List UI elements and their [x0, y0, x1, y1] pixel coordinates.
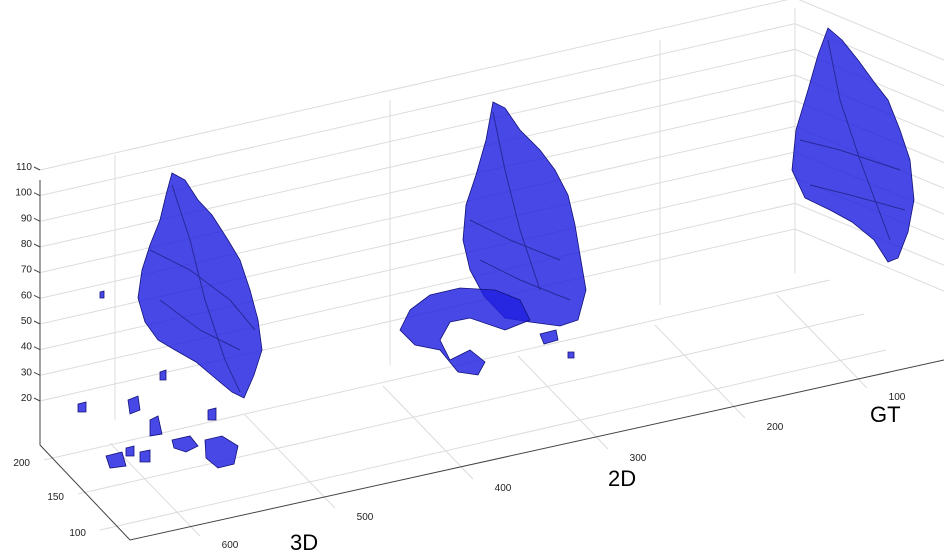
z-tick-label: 90 [21, 213, 33, 224]
blob-2d [400, 102, 586, 375]
grid-line [383, 386, 473, 479]
y-tick-label: 150 [47, 492, 64, 503]
tick-mark [34, 372, 40, 375]
z-tick-label: 80 [21, 239, 33, 250]
x-tick-label: 200 [767, 422, 784, 433]
y-tick-label: 200 [13, 458, 30, 469]
tick-mark [34, 321, 40, 324]
x-tick-label: 500 [357, 512, 374, 523]
method-label: 2D [608, 466, 636, 491]
method-label: GT [870, 402, 901, 427]
grid-line [777, 295, 867, 388]
z-tick-label: 70 [21, 265, 33, 276]
x-tick-label: 400 [495, 483, 512, 494]
z-tick-label: 20 [21, 393, 33, 404]
blob-gt [792, 28, 914, 262]
x-tick-label: 600 [222, 540, 239, 551]
tick-mark [34, 244, 40, 247]
z-tick-label: 30 [21, 367, 33, 378]
z-tick-label: 110 [16, 162, 32, 173]
method-label: 3D [290, 530, 318, 555]
z-tick-label: 40 [21, 342, 33, 353]
z-tick-label: 60 [21, 290, 33, 301]
x-tick-label: 300 [630, 453, 647, 464]
blob-3d [78, 173, 262, 468]
grid-line [655, 325, 745, 418]
z-tick-label: 100 [15, 188, 32, 199]
tick-mark [34, 347, 40, 350]
tick-mark [34, 295, 40, 298]
z-tick-label: 50 [21, 316, 33, 327]
tick-mark [34, 398, 40, 401]
tick-mark [34, 193, 40, 196]
tick-mark [34, 167, 40, 170]
plot-3d: 20 30 40 50 60 70 80 90 100 110 600 500 400 300 200 100… [0, 0, 944, 559]
tick-mark [34, 270, 40, 273]
y-tick-label: 100 [69, 528, 86, 539]
grid-line [518, 356, 608, 449]
tick-mark [34, 218, 40, 221]
